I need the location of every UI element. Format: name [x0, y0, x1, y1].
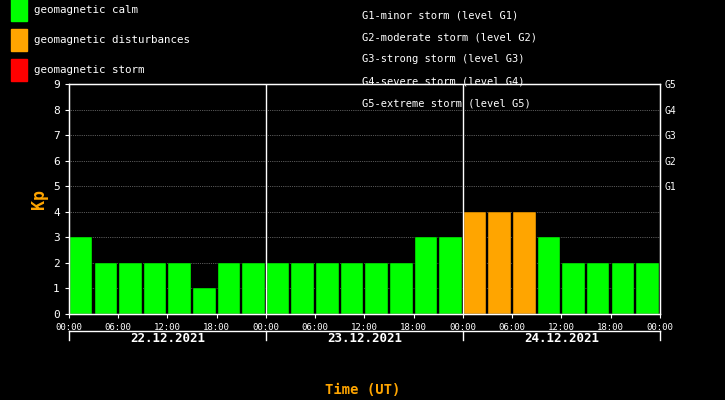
- Bar: [144, 263, 166, 314]
- Bar: [415, 237, 437, 314]
- Bar: [611, 263, 634, 314]
- Bar: [94, 263, 117, 314]
- Bar: [365, 263, 388, 314]
- Bar: [267, 263, 289, 314]
- Bar: [538, 237, 560, 314]
- Text: 24.12.2021: 24.12.2021: [523, 332, 599, 344]
- Text: 23.12.2021: 23.12.2021: [327, 332, 402, 344]
- Text: G2-moderate storm (level G2): G2-moderate storm (level G2): [362, 32, 537, 42]
- Bar: [70, 237, 93, 314]
- Bar: [341, 263, 363, 314]
- Bar: [390, 263, 413, 314]
- Bar: [119, 263, 141, 314]
- Bar: [291, 263, 314, 314]
- Bar: [193, 288, 215, 314]
- Text: geomagnetic storm: geomagnetic storm: [34, 65, 144, 75]
- Bar: [218, 263, 240, 314]
- Bar: [242, 263, 265, 314]
- Bar: [316, 263, 339, 314]
- Text: G4-severe storm (level G4): G4-severe storm (level G4): [362, 76, 525, 86]
- Text: Time (UT): Time (UT): [325, 383, 400, 397]
- Text: geomagnetic calm: geomagnetic calm: [34, 5, 138, 15]
- Bar: [513, 212, 536, 314]
- Text: 22.12.2021: 22.12.2021: [130, 332, 205, 344]
- Text: geomagnetic disturbances: geomagnetic disturbances: [34, 35, 190, 45]
- Bar: [489, 212, 511, 314]
- Bar: [587, 263, 610, 314]
- Bar: [464, 212, 486, 314]
- Bar: [439, 237, 462, 314]
- Text: G3-strong storm (level G3): G3-strong storm (level G3): [362, 54, 525, 64]
- Bar: [636, 263, 659, 314]
- Bar: [563, 263, 585, 314]
- Text: G5-extreme storm (level G5): G5-extreme storm (level G5): [362, 98, 531, 108]
- Bar: [168, 263, 191, 314]
- Y-axis label: Kp: Kp: [30, 189, 48, 209]
- Text: G1-minor storm (level G1): G1-minor storm (level G1): [362, 10, 519, 20]
